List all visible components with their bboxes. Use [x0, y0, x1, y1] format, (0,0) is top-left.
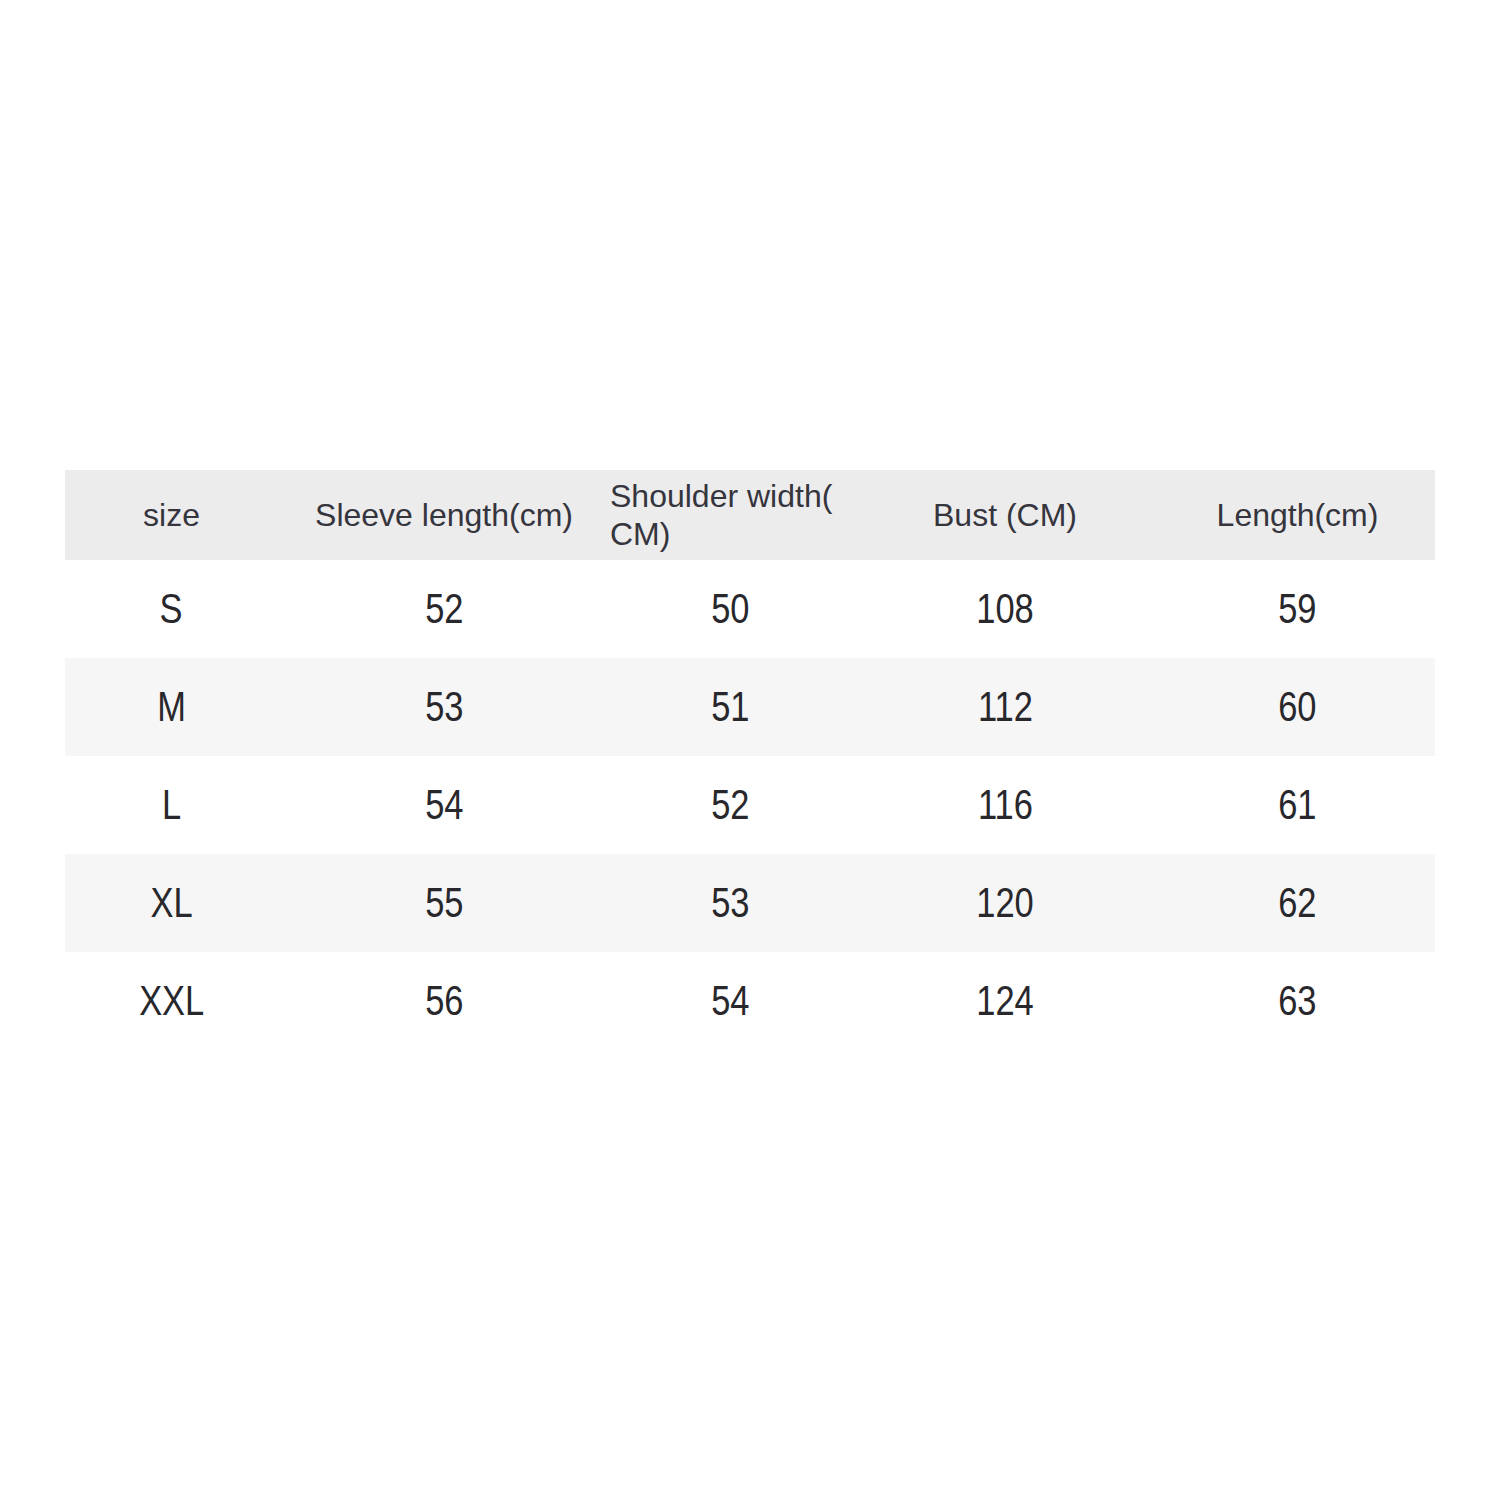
column-header-shoulder-width-label-line2: CM): [610, 515, 850, 553]
column-header-bust-label: Bust (CM): [933, 497, 1077, 533]
column-header-length: Length(cm): [1160, 470, 1435, 560]
table-row-m: M 53 51 112 60: [65, 658, 1435, 756]
table-row-s: S 52 50 108 59: [65, 560, 1435, 658]
cell-size: XXL: [65, 952, 278, 1050]
column-header-sleeve-length: Sleeve length(cm): [278, 470, 610, 560]
cell-shoulder-width: 51: [610, 658, 850, 756]
cell-sleeve-length: 54: [278, 756, 610, 854]
cell-sleeve-length: 56: [278, 952, 610, 1050]
cell-length: 61: [1160, 756, 1435, 854]
column-header-shoulder-width: Shoulder width( CM): [610, 470, 850, 560]
cell-bust: 112: [850, 658, 1160, 756]
cell-shoulder-width: 52: [610, 756, 850, 854]
cell-bust: 120: [850, 854, 1160, 952]
cell-shoulder-width: 50: [610, 560, 850, 658]
table-row-xxl: XXL 56 54 124 63: [65, 952, 1435, 1050]
cell-bust: 124: [850, 952, 1160, 1050]
cell-bust: 108: [850, 560, 1160, 658]
cell-size: M: [65, 658, 278, 756]
cell-sleeve-length: 55: [278, 854, 610, 952]
column-header-size-label: size: [143, 497, 200, 533]
column-header-length-label: Length(cm): [1217, 497, 1379, 533]
cell-size: L: [65, 756, 278, 854]
cell-length: 60: [1160, 658, 1435, 756]
cell-shoulder-width: 53: [610, 854, 850, 952]
size-chart-table: size Sleeve length(cm) Shoulder width( C…: [65, 470, 1435, 1050]
table-header-row: size Sleeve length(cm) Shoulder width( C…: [65, 470, 1435, 560]
cell-size: S: [65, 560, 278, 658]
table-row-xl: XL 55 53 120 62: [65, 854, 1435, 952]
column-header-size: size: [65, 470, 278, 560]
cell-bust: 116: [850, 756, 1160, 854]
cell-length: 59: [1160, 560, 1435, 658]
column-header-bust: Bust (CM): [850, 470, 1160, 560]
cell-shoulder-width: 54: [610, 952, 850, 1050]
cell-sleeve-length: 53: [278, 658, 610, 756]
cell-size: XL: [65, 854, 278, 952]
cell-sleeve-length: 52: [278, 560, 610, 658]
column-header-shoulder-width-label-line1: Shoulder width(: [610, 477, 850, 515]
column-header-sleeve-length-label: Sleeve length(cm): [315, 497, 573, 533]
cell-length: 63: [1160, 952, 1435, 1050]
table-row-l: L 54 52 116 61: [65, 756, 1435, 854]
cell-length: 62: [1160, 854, 1435, 952]
